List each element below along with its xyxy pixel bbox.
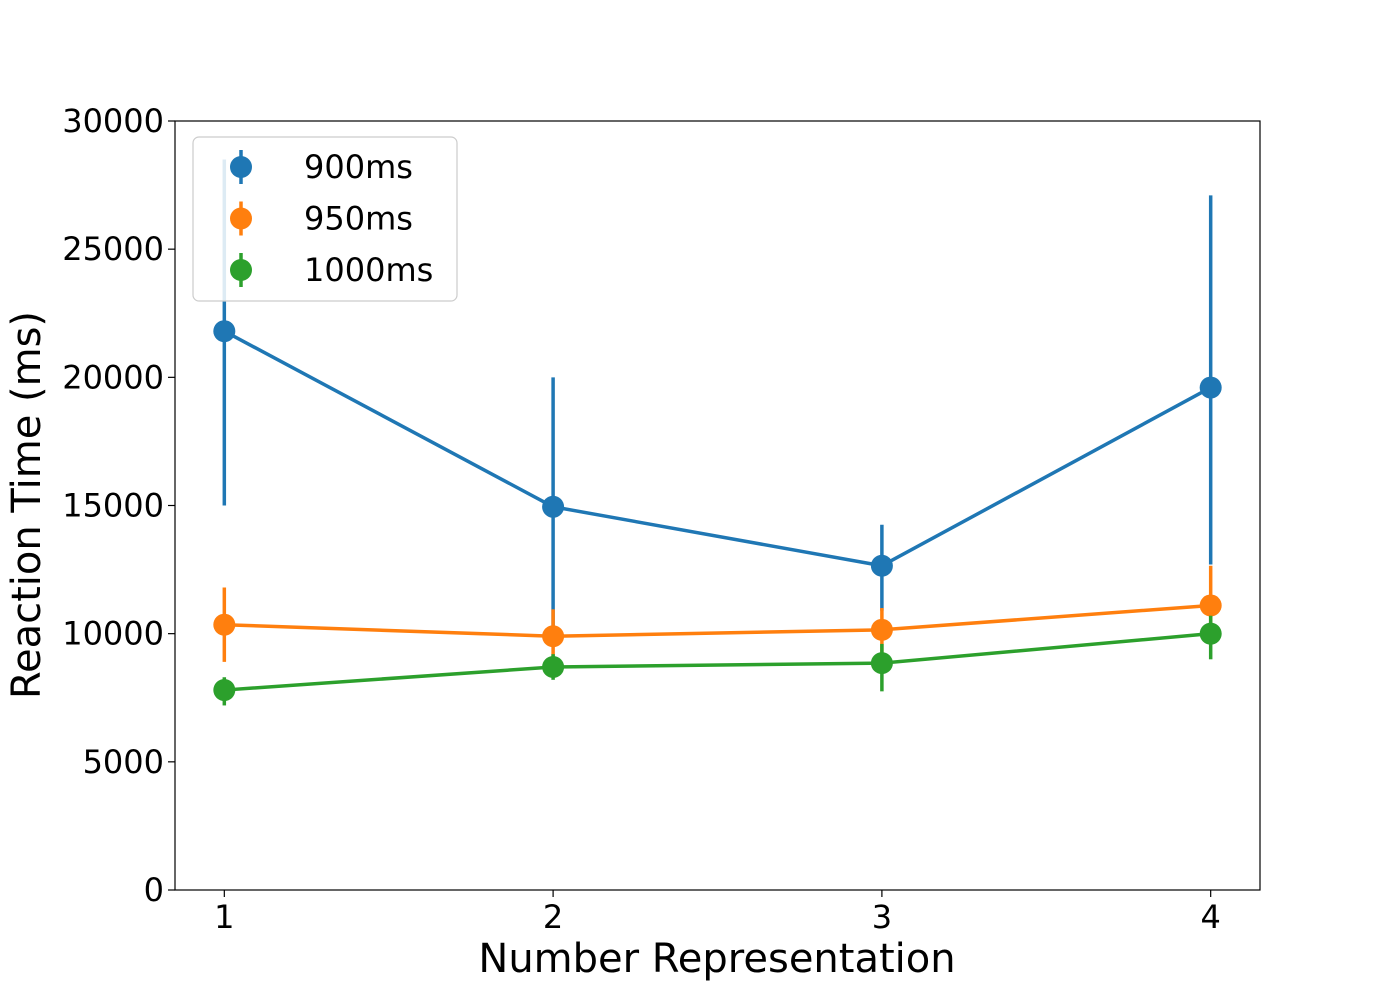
data-point [870, 652, 893, 675]
data-point [1199, 594, 1222, 617]
data-point [213, 613, 236, 636]
data-point [213, 679, 236, 702]
legend-entry: 1000ms [230, 251, 433, 289]
plot-frame [174, 120, 1261, 891]
y-tick-label: 20000 [62, 358, 164, 396]
series-line [224, 603, 1211, 638]
y-tick-label: 25000 [62, 230, 164, 268]
data-point [542, 495, 565, 518]
y-tick-label: 0 [144, 871, 164, 909]
legend-label: 950ms [304, 200, 413, 238]
legend-box [192, 136, 458, 302]
series-line [223, 329, 1212, 568]
data-point [542, 625, 565, 648]
x-tick-label: 2 [543, 898, 563, 936]
x-axis-label: Number Representation [478, 936, 955, 982]
legend-marker [230, 207, 252, 230]
data-point [1199, 376, 1222, 399]
data-point [870, 618, 893, 641]
data-point [1199, 622, 1222, 645]
series-group [213, 159, 1222, 706]
series-line [224, 631, 1211, 692]
legend-label: 1000ms [304, 251, 433, 289]
legend-marker [230, 259, 252, 281]
series-1000ms [213, 615, 1222, 706]
legend: 900ms 950ms 1000ms [192, 136, 458, 302]
x-tick-label: 4 [1201, 898, 1221, 936]
legend-marker [230, 156, 252, 178]
series-950ms [213, 565, 1222, 662]
y-axis-ticks: 0 5000 10000 15000 20000 25000 30000 [62, 102, 175, 909]
data-point [542, 655, 565, 678]
x-axis-ticks: 1 2 3 4 [214, 890, 1221, 936]
legend-entry: 900ms [230, 148, 413, 186]
x-tick-label: 3 [872, 898, 892, 936]
x-tick-label: 1 [214, 898, 234, 936]
data-point [213, 320, 236, 343]
series-900ms [213, 159, 1222, 634]
legend-label: 900ms [304, 148, 413, 186]
y-tick-label: 30000 [62, 102, 164, 140]
y-tick-label: 10000 [62, 615, 164, 653]
data-point [870, 554, 893, 577]
y-tick-label: 5000 [83, 743, 164, 781]
y-axis-label: Reaction Time (ms) [4, 311, 50, 699]
legend-entry: 950ms [230, 200, 413, 238]
y-tick-label: 15000 [62, 487, 164, 525]
